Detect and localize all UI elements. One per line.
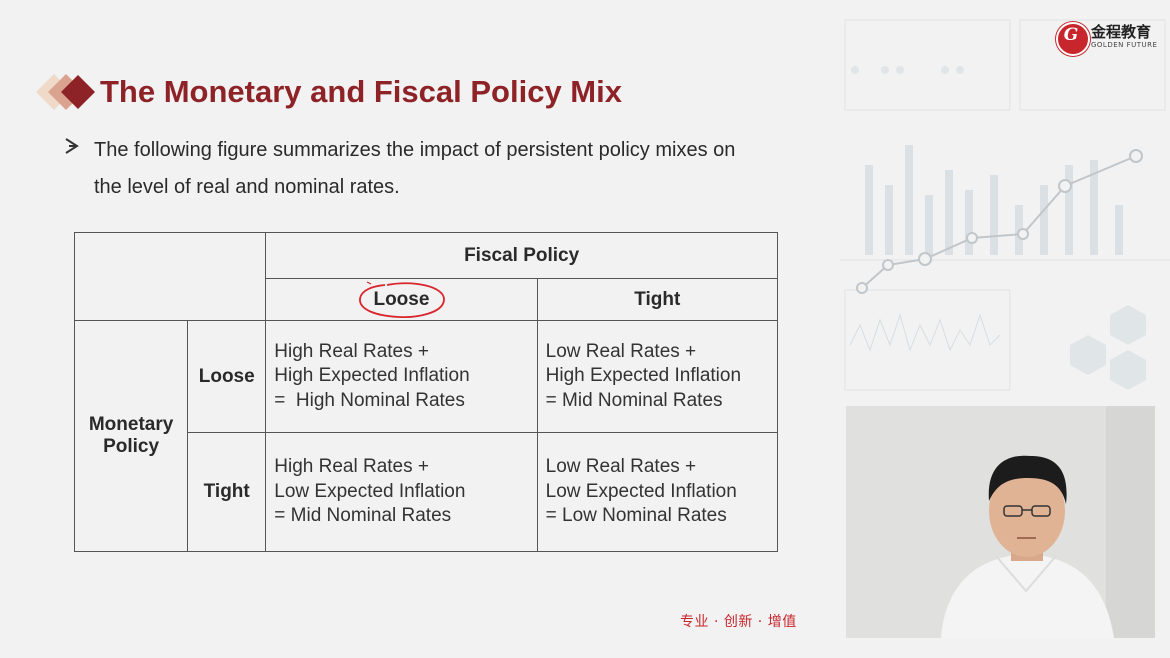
company-logo: G 金程教育 GOLDEN FUTURE [1056,22,1161,56]
footer-slogan: 专业 · 创新 · 增值 [680,614,797,630]
logo-english-name: GOLDEN FUTURE [1091,41,1158,49]
cell-line: = Mid Nominal Rates [274,505,452,527]
presenter-video [846,406,1155,638]
cell-loose-tight: Low Real Rates + High Expected Inflation… [536,320,779,433]
monetary-loose-header: Loose [187,320,267,433]
cell-line: High Expected Inflation [545,365,742,387]
page-title: The Monetary and Fiscal Policy Mix [100,74,622,109]
title-diamond-icon [36,74,95,110]
logo-seal-letter: G [1063,25,1079,45]
cell-tight-loose: High Real Rates + Low Expected Inflation… [265,432,538,552]
bullet-arrow-icon [65,138,79,154]
monetary-header-line-1: Monetary [88,414,174,435]
cell-line: = Mid Nominal Rates [545,389,723,411]
cell-line: High Expected Inflation [274,365,470,387]
cell-line: High Real Rates + [274,456,429,478]
fiscal-tight-header: Tight [536,278,779,321]
background-infographic [840,19,1170,391]
presenter-figure [846,406,1155,638]
cell-line: = High Nominal Rates [274,389,465,411]
fiscal-loose-header: Loose [265,278,538,321]
policy-mix-table: Fiscal Policy Loose Tight Monetary Polic… [73,232,779,552]
cell-line: High Real Rates + [274,340,429,362]
monetary-policy-header: Monetary Policy [73,320,189,552]
cell-line: Low Real Rates + [545,340,697,362]
monetary-header-line-2: Policy [103,436,160,457]
bullet-text: The following figure summarizes the impa… [94,132,774,206]
logo-seal-icon [1056,22,1090,56]
table-corner-cell [73,232,267,321]
cell-tight-tight: Low Real Rates + Low Expected Inflation … [536,432,779,552]
cell-line: = Low Nominal Rates [545,505,727,527]
cell-line: Low Expected Inflation [545,480,737,502]
bullet-line-2: the level of real and nominal rates. [94,176,400,198]
cell-line: Low Expected Inflation [274,480,466,502]
cell-loose-loose: High Real Rates + High Expected Inflatio… [265,320,538,433]
logo-chinese-name: 金程教育 [1091,23,1152,41]
fiscal-policy-header: Fiscal Policy [265,232,778,279]
bullet-line-1: The following figure summarizes the impa… [94,139,736,161]
cell-line: Low Real Rates + [545,456,697,478]
monetary-tight-header: Tight [187,432,267,552]
